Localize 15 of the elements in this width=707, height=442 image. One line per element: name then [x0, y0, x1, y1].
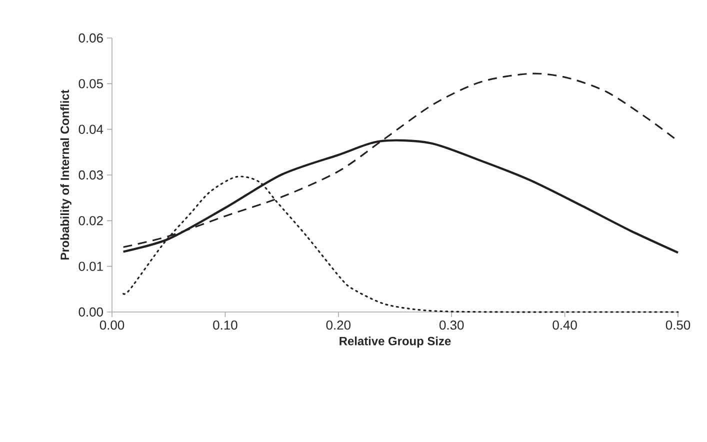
- x-tick-label: 0.00: [100, 320, 124, 330]
- y-tick-label: 0.04: [78, 124, 104, 134]
- y-tick-label: 0.06: [78, 33, 103, 43]
- y-tick-label: 0.02: [78, 216, 103, 226]
- x-tick-label: 0.40: [552, 320, 577, 330]
- x-tick-label: 0.10: [213, 320, 238, 330]
- x-axis-title: Relative Group Size: [340, 336, 451, 348]
- y-tick-label: 0.01: [78, 262, 103, 271]
- y-axis-title: Probability of Internal Conflict: [60, 90, 72, 260]
- y-tick-label: 0.03: [78, 170, 103, 180]
- y-tick-label: 0.05: [78, 79, 103, 88]
- x-tick-label: 0.20: [326, 320, 351, 330]
- y-tick-label: 0.00: [78, 307, 103, 317]
- x-tick-label: 0.50: [666, 320, 690, 330]
- x-tick-label: 0.30: [439, 320, 464, 330]
